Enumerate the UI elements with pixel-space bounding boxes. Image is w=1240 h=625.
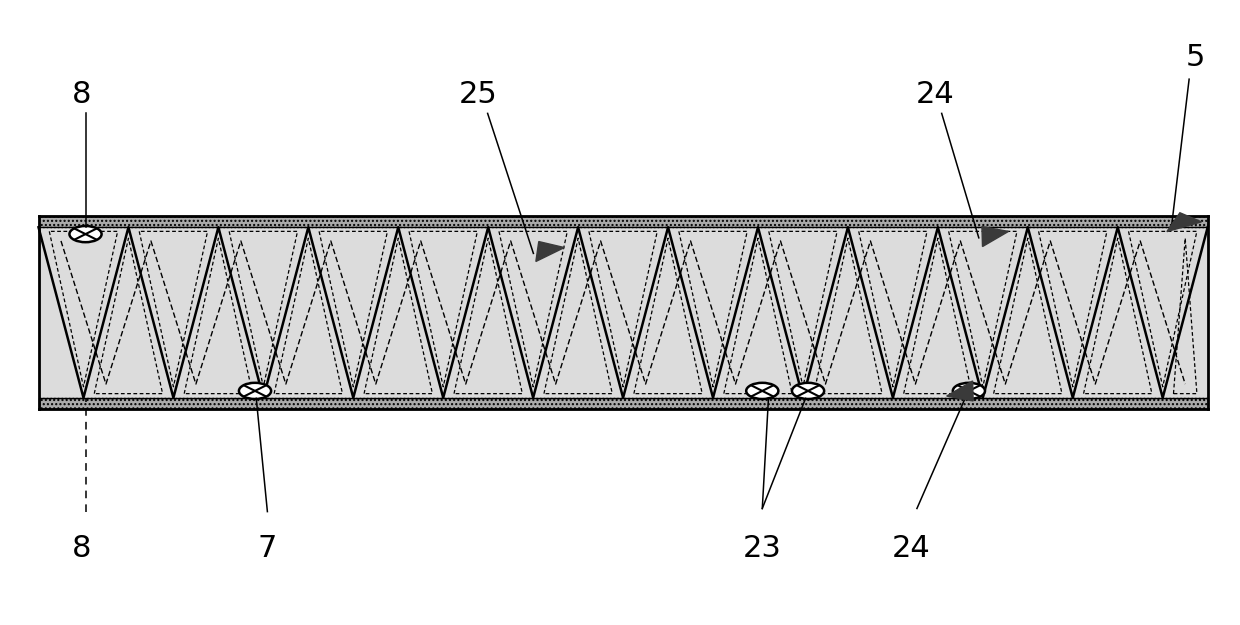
Text: 24: 24 [916, 80, 955, 109]
Text: 7: 7 [258, 534, 277, 564]
Bar [38, 398, 1208, 409]
Text: 8: 8 [72, 534, 92, 564]
Text: 5: 5 [1185, 43, 1205, 72]
Polygon shape [1167, 213, 1202, 232]
Bar [38, 216, 1208, 409]
Bar [38, 216, 1208, 227]
Circle shape [952, 382, 985, 399]
Circle shape [239, 382, 272, 399]
Circle shape [746, 382, 779, 399]
Text: 24: 24 [892, 534, 930, 564]
Text: 23: 23 [743, 534, 781, 564]
Polygon shape [946, 381, 973, 401]
Bar [38, 398, 1208, 409]
Circle shape [792, 382, 825, 399]
Polygon shape [982, 227, 1008, 246]
Polygon shape [536, 241, 564, 261]
Text: 8: 8 [72, 80, 92, 109]
Text: 25: 25 [459, 80, 497, 109]
Bar [38, 216, 1208, 227]
Circle shape [69, 226, 102, 242]
